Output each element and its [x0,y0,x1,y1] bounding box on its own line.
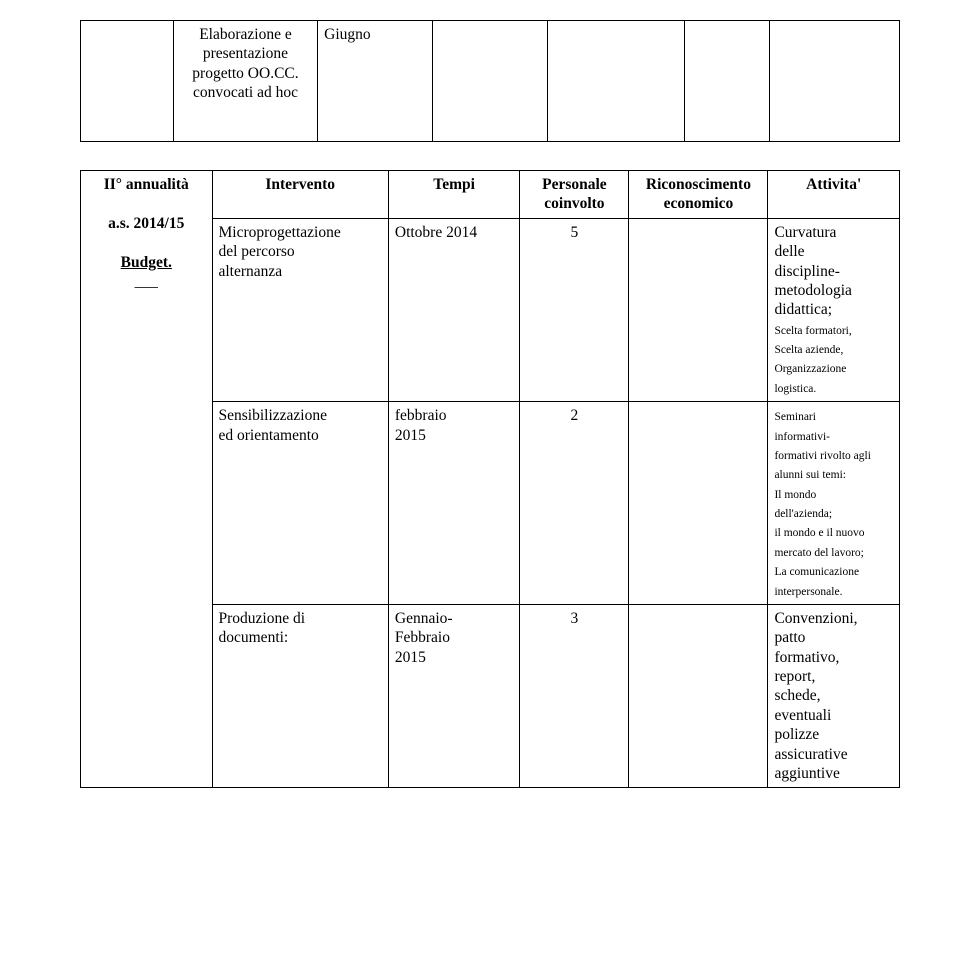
cell-empty [433,21,548,142]
header-riconoscimento: Riconoscimento economico [629,171,768,219]
text: 2015 [395,649,426,666]
text: Convenzioni, [774,610,857,627]
text: Giugno [324,26,371,43]
text: coinvolto [544,195,604,212]
text: delle [774,243,804,260]
text: febbraio [395,407,447,424]
text: ed orientamento [219,427,319,444]
text-small: Scelta formatori, [774,325,851,337]
text: polizze [774,726,819,743]
text-small: mercato del lavoro; [774,547,863,559]
table-header-row: II° annualità a.s. 2014/15 Budget. ___ I… [81,171,900,219]
text: Elaborazione e [199,26,292,43]
text: Febbraio [395,629,450,646]
table-main: II° annualità a.s. 2014/15 Budget. ___ I… [80,170,900,788]
text: assicurative [774,746,847,763]
cell-annualita: II° annualità a.s. 2014/15 Budget. ___ [81,171,213,788]
spacer [80,142,900,170]
text-small: Il mondo [774,489,816,501]
text: Riconoscimento [646,176,751,193]
text: 5 [571,224,579,241]
cell-tempi: febbraio 2015 [388,402,520,605]
header-intervento: Intervento [212,171,388,219]
cell-riconoscimento [629,604,768,787]
text-small: il mondo e il nuovo [774,527,864,539]
cell-intervento: Sensibilizzazione ed orientamento [212,402,388,605]
text: Produzione di [219,610,306,627]
cell-empty [770,21,900,142]
cell-tempi: Gennaio- Febbraio 2015 [388,604,520,787]
cell-attivita: Seminari informativi- formativi rivolto … [768,402,900,605]
cell-tempi: Ottobre 2014 [388,218,520,401]
text-small: interpersonale. [774,586,842,598]
text: formativo, [774,649,839,666]
header-budget: Budget. [121,254,172,271]
text: 2015 [395,427,426,444]
text: aggiuntive [774,765,839,782]
text: report, [774,668,815,685]
text: Ottobre 2014 [395,224,477,241]
text: patto [774,629,805,646]
table-top: Elaborazione e presentazione progetto OO… [80,20,900,142]
cell-intervento: Produzione di documenti: [212,604,388,787]
text: discipline- [774,263,839,280]
cell-riconoscimento [629,402,768,605]
table-row: Elaborazione e presentazione progetto OO… [81,21,900,142]
text-small: La comunicazione [774,566,859,578]
header-attivita: Attivita' [768,171,900,219]
text: presentazione [203,45,288,62]
text: convocati ad hoc [193,84,298,101]
cell-attivita: Convenzioni, patto formativo, report, sc… [768,604,900,787]
header-budget-line: ___ [87,272,206,291]
text-small: formativi rivolto agli [774,450,870,462]
text-small: Seminari [774,411,816,423]
text: Sensibilizzazione [219,407,327,424]
text-small: dell'azienda; [774,508,832,520]
cell-attivita: Curvatura delle discipline- metodologia … [768,218,900,401]
text: Curvatura [774,224,836,241]
text: eventuali [774,707,831,724]
cell-riconoscimento [629,218,768,401]
text: documenti: [219,629,289,646]
cell-personale: 2 [520,402,629,605]
cell-elaborazione: Elaborazione e presentazione progetto OO… [173,21,317,142]
page-content: Elaborazione e presentazione progetto OO… [0,0,960,808]
text: alternanza [219,263,283,280]
text: Microprogettazione [219,224,341,241]
cell-empty [547,21,684,142]
cell-personale: 5 [520,218,629,401]
text-small: Scelta aziende, [774,344,843,356]
text: metodologia [774,282,852,299]
text-small: alunni sui temi: [774,469,846,481]
text: progetto OO.CC. [192,65,298,82]
text-small: logistica. [774,383,816,395]
text-small: Organizzazione [774,363,846,375]
header-annualita: II° annualità [87,175,206,194]
text: 3 [571,610,579,627]
header-personale: Personale coinvolto [520,171,629,219]
cell-empty [684,21,769,142]
text: schede, [774,687,820,704]
text: didattica; [774,301,832,318]
text: economico [664,195,734,212]
cell-personale: 3 [520,604,629,787]
text: Personale [542,176,607,193]
cell-giugno: Giugno [318,21,433,142]
text: 2 [571,407,579,424]
text: Gennaio- [395,610,453,627]
header-as: a.s. 2014/15 [87,214,206,233]
cell-empty [81,21,174,142]
text-small: informativi- [774,431,830,443]
text: del percorso [219,243,295,260]
cell-intervento: Microprogettazione del percorso alternan… [212,218,388,401]
header-tempi: Tempi [388,171,520,219]
